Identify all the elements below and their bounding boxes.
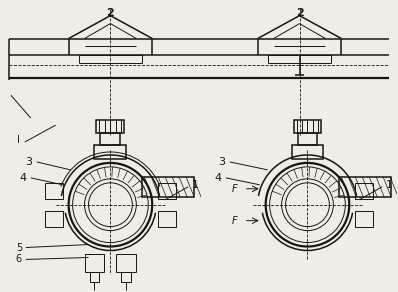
Text: 1: 1 (191, 180, 199, 190)
Text: 1: 1 (386, 180, 392, 190)
Bar (294, 120, 322, 133)
Text: 6: 6 (16, 254, 22, 265)
Bar (355, 211, 373, 227)
Text: 3: 3 (219, 157, 225, 167)
Bar (45, 183, 62, 199)
Bar (96, 120, 124, 133)
Bar (142, 177, 194, 197)
Bar (158, 211, 176, 227)
Bar (116, 255, 136, 272)
Bar (100, 133, 120, 145)
Bar (339, 177, 391, 197)
Text: 2: 2 (296, 8, 303, 18)
Bar (121, 272, 131, 282)
Text: 2: 2 (107, 8, 114, 18)
Bar (90, 272, 100, 282)
Bar (158, 183, 176, 199)
Text: F: F (232, 184, 238, 194)
Text: 5: 5 (16, 243, 22, 253)
Bar (84, 255, 104, 272)
Text: 4: 4 (19, 173, 26, 183)
Text: F: F (232, 216, 238, 226)
Bar (292, 145, 324, 159)
Text: 3: 3 (25, 157, 32, 167)
Bar (298, 133, 318, 145)
Text: 4: 4 (215, 173, 221, 183)
Bar (355, 183, 373, 199)
Bar (94, 145, 126, 159)
Bar (45, 211, 62, 227)
Text: I: I (18, 135, 20, 145)
